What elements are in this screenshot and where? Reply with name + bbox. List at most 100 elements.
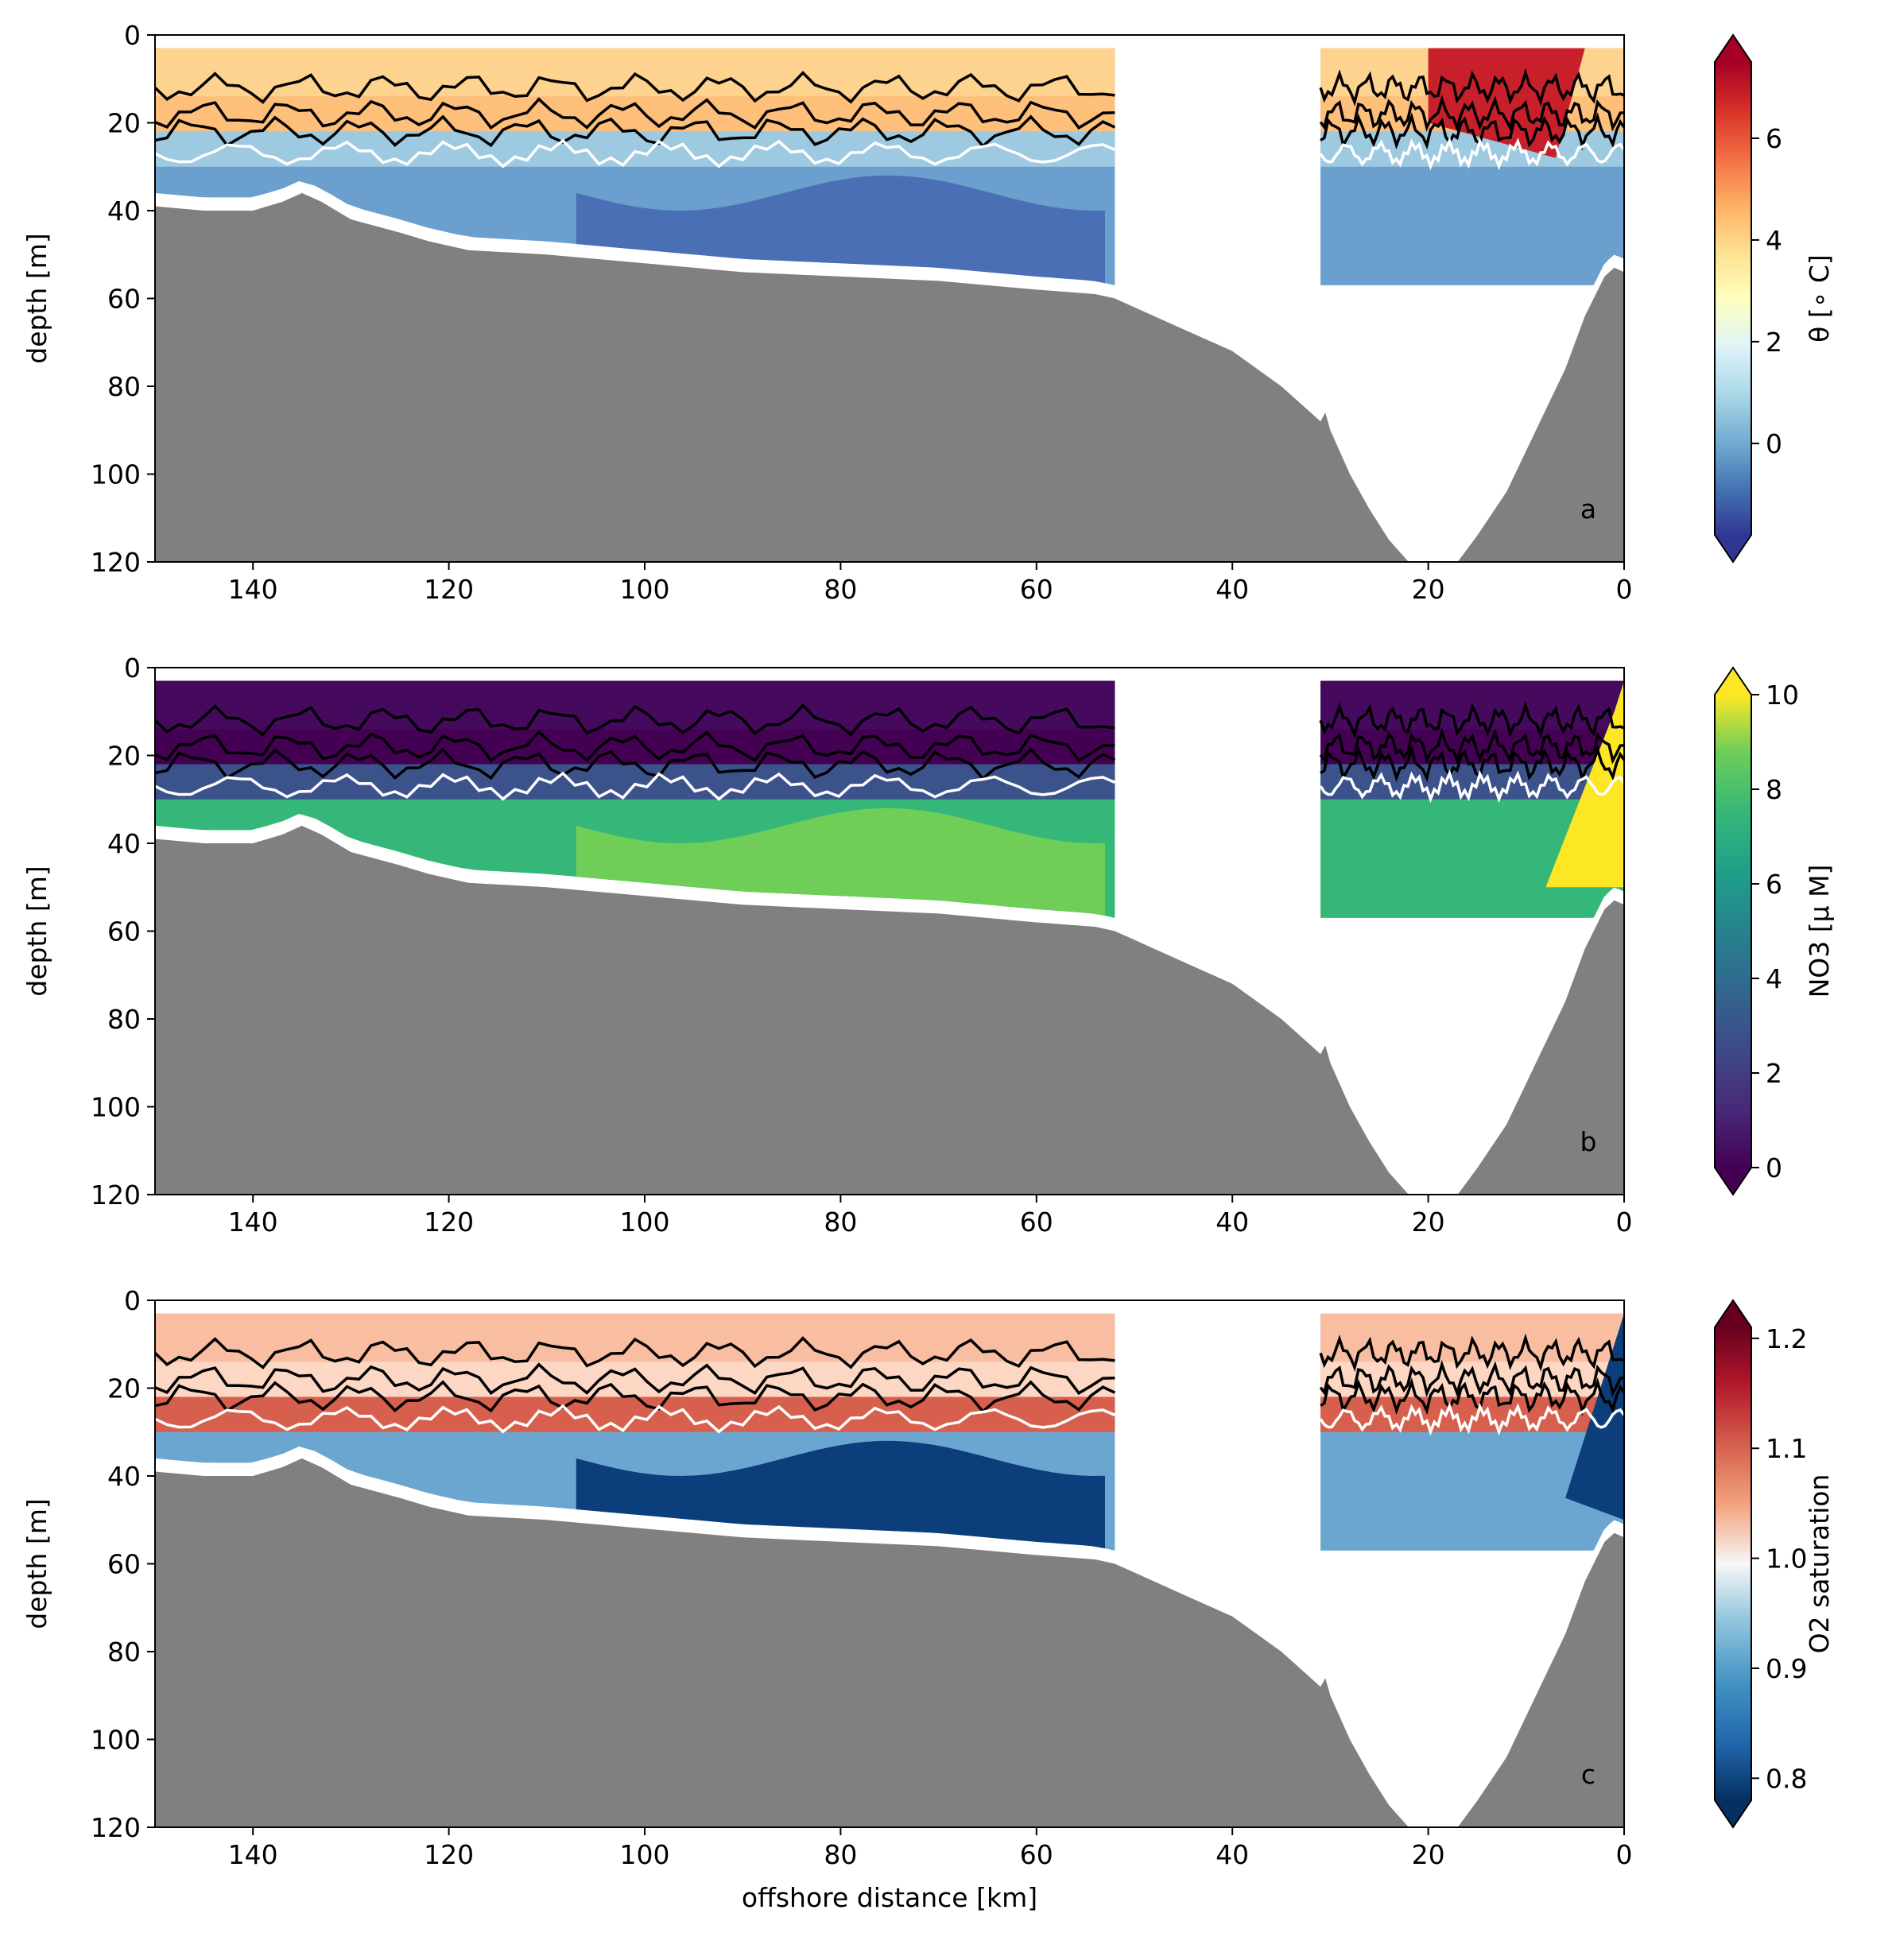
colorbar-tick-label: 4: [1766, 225, 1782, 256]
x-tick-label: 0: [1616, 1207, 1633, 1238]
x-tick-label: 0: [1616, 574, 1633, 605]
contour-line: [154, 730, 1115, 763]
colorbar-tick-label: 6: [1766, 869, 1782, 900]
y-tick-label: 80: [107, 371, 141, 402]
colorbar-tick-label: 0: [1766, 1152, 1782, 1183]
section-deep-pool: [576, 175, 1105, 284]
y-tick-label: 60: [107, 1549, 141, 1580]
contour-line: [1319, 1333, 1625, 1373]
x-tick-label: 40: [1216, 574, 1249, 605]
x-tick-label: 120: [424, 1207, 474, 1238]
contour-line: [153, 703, 1115, 737]
panel-letter: b: [1580, 1126, 1597, 1157]
y-tick-label: 60: [107, 916, 141, 947]
y-tick-label: 60: [107, 284, 141, 315]
contour-line: [154, 1380, 1116, 1414]
contour-line: [1319, 700, 1625, 740]
y-tick-label: 0: [124, 20, 141, 51]
colorbar-extend-min: [1715, 1168, 1751, 1195]
x-tick-label: 0: [1616, 1839, 1633, 1870]
contour-line: [1319, 68, 1625, 107]
y-tick-label: 120: [91, 1812, 141, 1843]
y-tick-label: 120: [91, 1179, 141, 1210]
x-tick-label: 100: [620, 1207, 670, 1238]
y-tick-label: 100: [91, 1092, 141, 1123]
y-tick-label: 100: [91, 459, 141, 490]
section-0-surface-sublayer: [155, 1313, 1115, 1362]
section-deep-pool: [576, 1440, 1105, 1549]
panel-b: 140 120 100 80 60 40 20 0 0 20 40 60 80 100 120 depth […: [21, 653, 1633, 1238]
contour-line: [1319, 1359, 1625, 1398]
isopycnal-white-line: [1319, 769, 1626, 804]
colorbar-body: [1715, 695, 1751, 1168]
isopycnal-white-line: [1319, 136, 1626, 171]
x-tick-label: 60: [1020, 1207, 1053, 1238]
colorbar-label: θ [∘ C]: [1804, 254, 1835, 343]
contour-line: [154, 1362, 1115, 1396]
bathymetry: [155, 192, 1624, 562]
x-tick-label: 60: [1020, 574, 1053, 605]
x-tick-label: 120: [424, 1839, 474, 1870]
nearshore-feature: [1545, 680, 1624, 888]
y-axis-label: depth [m]: [21, 233, 52, 363]
colorbar-outline: [1714, 1299, 1752, 1829]
contour-line: [154, 97, 1115, 130]
x-tick-label: 20: [1412, 574, 1445, 605]
colorbar-tick-label: 0: [1766, 428, 1782, 459]
colorbar-body: [1715, 62, 1751, 535]
colorbar-tick-label: 2: [1766, 327, 1782, 358]
colorbar-extend-min: [1715, 535, 1751, 562]
y-tick-label: 40: [107, 1461, 141, 1492]
colorbar-label: O2 saturation: [1804, 1474, 1835, 1654]
colorbar-c: 1.2 1.1 1.0 0.9 0.8 O2 saturation: [1714, 1299, 1835, 1829]
y-tick-label: 20: [107, 1373, 141, 1404]
x-tick-label: 40: [1216, 1839, 1249, 1870]
colorbar-label: NO3 [μ M]: [1804, 865, 1835, 998]
x-tick-label: 140: [228, 1839, 278, 1870]
bathymetry: [155, 1458, 1624, 1827]
y-axis-label: depth [m]: [21, 866, 52, 996]
y-tick-label: 120: [91, 547, 141, 578]
colorbar-extend-max: [1715, 668, 1751, 695]
nearshore-feature: [1565, 1313, 1624, 1520]
contour-line: [1320, 1377, 1626, 1416]
contour-line: [154, 114, 1116, 149]
colorbar-tick-label: 10: [1766, 680, 1799, 711]
x-tick-label: 80: [824, 1839, 857, 1870]
colorbar-tick-label: 6: [1766, 123, 1782, 154]
y-tick-label: 80: [107, 1637, 141, 1668]
contour-line: [153, 1336, 1115, 1369]
colorbar-tick-label: 8: [1766, 774, 1782, 805]
section-0-surface-sublayer: [155, 48, 1115, 97]
section-deep-pool: [576, 808, 1105, 916]
x-axis-label: offshore distance [km]: [742, 1882, 1037, 1913]
y-tick-label: 40: [107, 196, 141, 227]
colorbar-tick-label: 4: [1766, 963, 1782, 994]
contour-line: [153, 71, 1115, 104]
y-tick-label: 0: [124, 653, 141, 684]
colorbar-tick-label: 1.2: [1766, 1323, 1807, 1354]
x-tick-label: 80: [824, 1207, 857, 1238]
colorbar-tick-label: 1.1: [1766, 1433, 1807, 1464]
x-tick-label: 100: [620, 1839, 670, 1870]
x-tick-label: 40: [1216, 1207, 1249, 1238]
x-tick-label: 80: [824, 574, 857, 605]
contour-line: [154, 747, 1116, 781]
colorbar-extend-max: [1715, 35, 1751, 62]
colorbar-tick-label: 2: [1766, 1058, 1782, 1089]
isopycnal-white-line: [154, 138, 1116, 168]
y-tick-label: 20: [107, 108, 141, 139]
panel-letter: a: [1580, 494, 1596, 525]
colorbar-extend-min: [1715, 1800, 1751, 1827]
x-tick-label: 140: [228, 1207, 278, 1238]
bathymetry: [155, 825, 1624, 1195]
panel-a: 140 120 100 80 60 40 20 0 0 20 40 60 80 100 120 depth […: [21, 20, 1633, 605]
contour-line: [1320, 744, 1626, 784]
colorbar-outline: [1714, 33, 1752, 564]
panel-letter: c: [1581, 1759, 1596, 1790]
y-tick-label: 100: [91, 1725, 141, 1756]
contour-line: [1319, 94, 1625, 133]
y-tick-label: 0: [124, 1285, 141, 1316]
colorbar-tick-label: 0.9: [1766, 1653, 1807, 1684]
